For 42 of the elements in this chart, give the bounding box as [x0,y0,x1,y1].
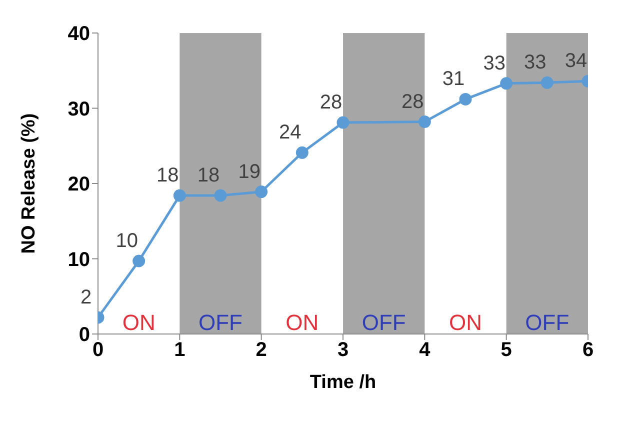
point [214,189,227,202]
x-tick-label: 3 [337,339,349,362]
data-label: 19 [238,160,260,183]
point [500,77,513,90]
annotation: ON [449,310,482,335]
x-tick-label: 6 [582,339,594,362]
x-axis-title: Time /h [310,372,376,393]
annotation: ON [122,310,156,335]
point [173,189,186,202]
x-tick-label: 2 [256,339,267,362]
point [132,254,146,268]
data-label: 2 [80,286,92,308]
y-tick-label: 30 [68,98,90,120]
data-label: 18 [156,164,179,187]
data-label: 34 [564,50,588,72]
data-label: 33 [524,52,546,74]
y-tick-label: 0 [78,324,90,346]
y-tick-label: 40 [68,23,90,46]
band-label: OFF [525,310,570,335]
data-label: 18 [197,164,220,187]
x-tick-label: 0 [92,339,104,362]
annotation: ON [286,310,319,335]
y-axis-title: NO Release (%) [18,113,40,254]
data-label: 28 [320,92,342,114]
x-tick-label: 1 [174,339,186,362]
point [255,186,268,198]
point [459,92,472,106]
data-label: 10 [116,230,138,252]
data-label: 33 [483,52,506,74]
x-tick-label: 5 [500,339,512,362]
x-tick-label: 4 [419,339,432,362]
data-label: 31 [442,68,465,90]
point [540,76,554,89]
point [296,146,308,159]
y-tick-label: 10 [68,248,90,271]
data-label: 24 [279,122,302,144]
band-label: OFF [198,310,242,335]
y-tick-label: 20 [68,174,90,196]
point [336,116,350,129]
point [418,116,431,128]
band-label: OFF [362,310,406,335]
data-label: 28 [402,90,424,113]
